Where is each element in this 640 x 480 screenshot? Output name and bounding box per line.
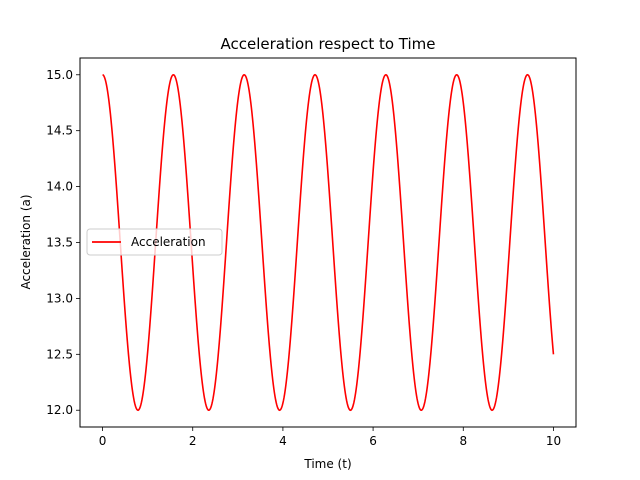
x-tick-label: 0 (99, 434, 107, 448)
y-tick-label: 12.5 (46, 347, 73, 361)
y-tick-label: 12.0 (46, 403, 73, 417)
y-tick-label: 14.0 (46, 180, 73, 194)
x-axis-label: Time (t) (303, 457, 351, 471)
legend-box (86, 228, 223, 256)
y-tick-label: 13.0 (46, 291, 73, 305)
y-tick-label: 13.5 (46, 236, 73, 250)
legend-label-acceleration: Acceleration (131, 235, 206, 249)
x-axis: 0 2 4 6 8 10 (99, 427, 561, 448)
x-tick-label: 10 (546, 434, 561, 448)
chart-title: Acceleration respect to Time (220, 35, 435, 53)
y-tick-label: 15.0 (46, 68, 73, 82)
y-axis: 12.0 12.5 13.0 13.5 14.0 14.5 15.0 (46, 68, 80, 417)
series-layer (102, 73, 555, 412)
x-tick-label: 4 (279, 434, 287, 448)
y-axis-label: Acceleration (a) (19, 194, 33, 289)
series-line-acceleration (102, 73, 555, 412)
y-tick-label: 14.5 (46, 124, 73, 138)
legend: Acceleration (86, 228, 223, 256)
x-tick-label: 2 (189, 434, 197, 448)
x-tick-label: 6 (369, 434, 377, 448)
x-tick-label: 8 (459, 434, 467, 448)
